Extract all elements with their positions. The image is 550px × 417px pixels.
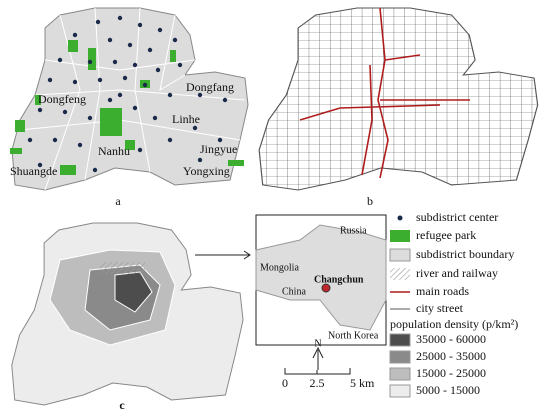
country-label: North Korea	[328, 330, 379, 341]
subdistrict-center	[142, 82, 148, 88]
arrow-head	[243, 250, 251, 260]
legend-swatch	[389, 350, 411, 364]
subdistrict-center	[137, 22, 143, 28]
subdistrict-center	[127, 42, 133, 48]
subdistrict-center	[167, 92, 173, 98]
country-label: Mongolia	[260, 262, 299, 273]
subdistrict-center	[87, 59, 93, 65]
country-label: China	[282, 286, 306, 297]
subdistrict-center	[197, 157, 203, 163]
subdistrict-center	[132, 105, 138, 111]
subdistrict-center	[122, 75, 128, 81]
legend-symbol	[397, 215, 403, 221]
street-network	[258, 7, 539, 191]
subdistrict-center	[217, 137, 223, 143]
scale-bar: N 0 2.5 5 km	[282, 338, 375, 389]
scale-line	[284, 368, 351, 375]
subdistrict-center	[62, 109, 68, 115]
river-railway	[100, 262, 145, 274]
subdistrict-center	[37, 107, 43, 113]
legend-label: subdistrict center	[416, 210, 498, 224]
legend-label: refugee park	[416, 228, 476, 242]
scale-label: 5 km	[350, 376, 375, 390]
subdistrict-center	[147, 47, 153, 53]
legend-swatch	[389, 333, 411, 347]
legend-swatch	[389, 367, 411, 381]
subdistrict-center	[52, 137, 58, 143]
subdistrict-center	[92, 167, 98, 173]
legend-swatch	[389, 384, 411, 398]
scale-label: 2.5	[310, 376, 325, 390]
subdistrict-center	[137, 147, 143, 153]
subdistrict-center	[37, 162, 43, 168]
subdistrict-center	[172, 37, 178, 43]
subdistrict-center	[152, 115, 158, 121]
district-label: Shuangde	[10, 164, 57, 178]
scale-label: 0	[282, 376, 288, 390]
subdistrict-center	[167, 137, 173, 143]
subdistrict-center	[157, 27, 163, 33]
legend-label: main roads	[416, 284, 469, 298]
subdistrict-center	[97, 77, 103, 83]
district-label: Nanhu	[98, 144, 130, 158]
district-label: Yongxing	[183, 164, 230, 178]
district-label: Linhe	[172, 112, 200, 126]
legend-label: city street	[416, 301, 464, 315]
north-label: N	[314, 338, 321, 349]
main-roads	[299, 7, 470, 179]
legend-label: subdistrict boundary	[416, 247, 514, 261]
land	[255, 224, 387, 331]
subdistrict-center	[177, 62, 183, 68]
legend-label: 15000 - 25000	[416, 366, 486, 380]
subdistrict-center	[132, 62, 138, 68]
subdistrict-center	[155, 67, 161, 73]
panel-b: b	[258, 7, 539, 208]
subdistrict-center	[222, 97, 228, 103]
subdistrict-center	[87, 115, 93, 121]
panel-c: c	[11, 222, 251, 412]
subdistrict-center	[107, 97, 113, 103]
legend-title: population density (p/km²)	[390, 317, 518, 331]
subdistrict-center	[192, 125, 198, 131]
panel-label: b	[367, 194, 373, 208]
panel-label: c	[119, 398, 125, 412]
subdistrict-center	[107, 37, 113, 43]
legend-label: 35000 - 60000	[416, 332, 486, 346]
subdistrict-center	[72, 32, 78, 38]
north-arrow	[312, 346, 324, 370]
subdistrict-center	[117, 15, 123, 21]
refuge-parks	[10, 40, 244, 175]
city-label: Changchun	[314, 274, 364, 285]
subdistrict-center	[72, 79, 78, 85]
panel-a: Dongfeng Dongfang Nanhu Linhe Jingyue Sh…	[10, 7, 249, 208]
subdistrict-center	[77, 142, 83, 148]
subdistrict-center	[197, 92, 203, 98]
subdistrict-center	[57, 57, 63, 63]
subdistrict-center	[112, 59, 118, 65]
district-label: Jingyue	[200, 142, 237, 156]
district-label: Dongfeng	[38, 92, 86, 106]
legend-label: river and railway	[416, 266, 498, 280]
subdistrict-center	[47, 77, 53, 83]
subdistrict-center	[27, 137, 33, 143]
legend: population density (p/km²) subdistrict c…	[389, 210, 518, 398]
legend-label: 25000 - 35000	[416, 349, 486, 363]
legend-symbol	[390, 268, 410, 280]
changchun-marker	[321, 283, 331, 293]
subdistrict-center	[117, 92, 123, 98]
subdistrict-center	[95, 19, 101, 25]
legend-label: 5000 - 15000	[416, 383, 480, 397]
subdistrict-centers	[27, 15, 228, 173]
legend-symbol	[390, 230, 410, 242]
legend-symbol	[389, 248, 411, 262]
panel-label: a	[115, 194, 121, 208]
country-label: Russia	[340, 225, 367, 236]
inset-map: Russia Mongolia Changchun China North Ko…	[255, 214, 387, 346]
district-label: Dongfang	[186, 80, 234, 94]
